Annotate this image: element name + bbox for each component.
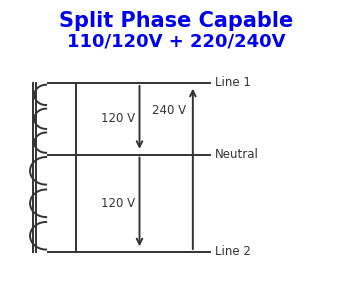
Text: 120 V: 120 V [101, 112, 135, 125]
Text: Neutral: Neutral [215, 148, 258, 161]
Text: 240 V: 240 V [153, 104, 186, 117]
Text: 120 V: 120 V [101, 197, 135, 210]
Text: 110/120V + 220/240V: 110/120V + 220/240V [67, 32, 285, 51]
Text: Split Phase Capable: Split Phase Capable [59, 11, 293, 32]
Text: Line 2: Line 2 [215, 246, 251, 258]
Text: Line 1: Line 1 [215, 77, 251, 89]
